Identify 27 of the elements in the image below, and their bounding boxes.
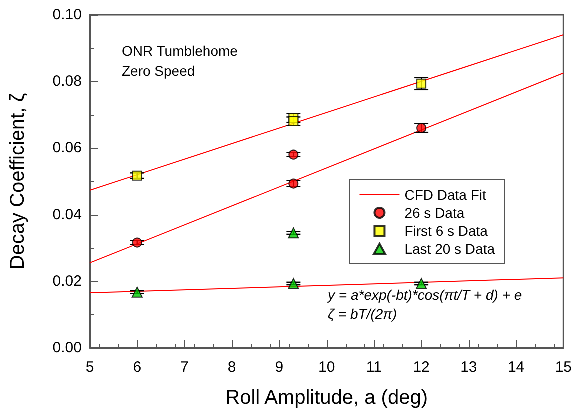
x-tick-label: 6	[133, 359, 142, 376]
annotation: Zero Speed	[122, 63, 196, 79]
x-tick-label: 9	[275, 359, 284, 376]
y-tick-label: 0.06	[52, 140, 82, 157]
y-tick-label: 0.04	[52, 206, 82, 224]
x-tick-label: 13	[460, 359, 478, 376]
annotation: y = a*exp(-bt)*cos(πt/T + d) + e	[327, 287, 522, 303]
legend-label: 26 s Data	[404, 205, 465, 221]
annotation: ONR Tumblehome	[122, 43, 238, 59]
y-tick-label: 0.00	[52, 340, 82, 356]
x-tick-label: 5	[86, 359, 94, 376]
x-tick-label: 10	[318, 359, 336, 376]
y-axis-title: Decay Coefficient, ζ	[7, 93, 29, 270]
legend-label: First 6 s Data	[404, 223, 488, 239]
x-axis-title: Roll Amplitude, a (deg)	[226, 387, 428, 409]
x-tick-label: 11	[366, 359, 382, 376]
x-tick-label: 7	[180, 359, 189, 376]
x-tick-label: 12	[413, 359, 430, 376]
x-tick-label: 15	[555, 359, 572, 376]
x-tick-label: 8	[228, 359, 236, 376]
y-tick-label: 0.02	[52, 272, 82, 290]
annotation: ζ = bT/(2π)	[328, 306, 398, 322]
legend-label: Last 20 s Data	[404, 241, 496, 257]
y-tick-label: 0.10	[52, 6, 82, 24]
y-tick-label: 0.08	[52, 73, 82, 90]
legend-label: CFD Data Fit	[404, 187, 487, 203]
x-tick-label: 14	[508, 359, 525, 376]
